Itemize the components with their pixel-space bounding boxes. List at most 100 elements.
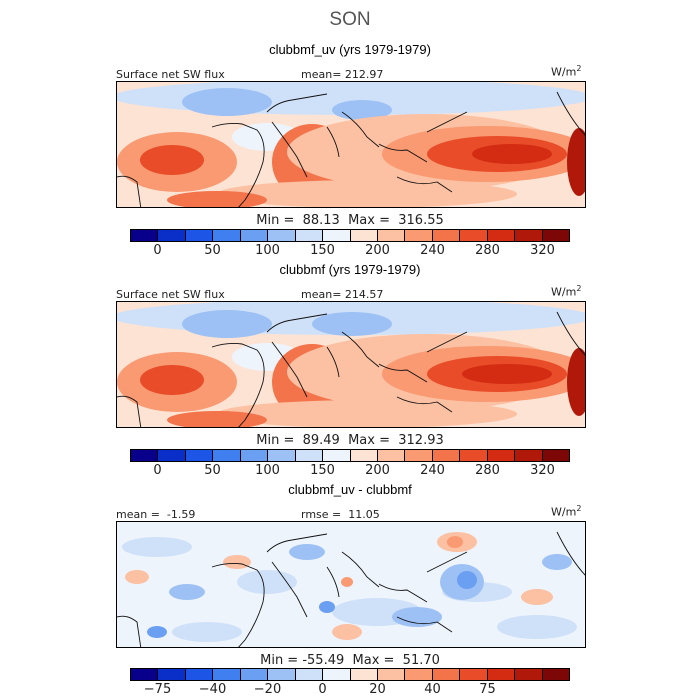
- colorbar-tick-label: 0: [153, 243, 162, 258]
- colorbar-swatch: [405, 230, 433, 241]
- panel-2-colorbar: [130, 449, 570, 462]
- colorbar-swatch: [131, 669, 159, 680]
- colorbar-swatch: [185, 450, 214, 461]
- colorbar-swatch: [350, 450, 378, 461]
- colorbar-swatch: [377, 669, 406, 680]
- season-title: SON: [329, 9, 371, 30]
- colorbar-swatch: [323, 230, 351, 241]
- colorbar-swatch: [268, 450, 296, 461]
- panel-3-map: [116, 521, 586, 648]
- panel-1-field: [117, 82, 585, 207]
- colorbar-tick-label: 200: [365, 243, 390, 258]
- panel-3-minmax: Min = -55.49 Max = 51.70: [260, 653, 440, 668]
- colorbar-tick-label: 20: [369, 682, 386, 697]
- colorbar-tick-label: 200: [365, 463, 390, 478]
- colorbar-swatch: [487, 669, 516, 680]
- panel-1-minmax: Min = 88.13 Max = 316.55: [256, 213, 444, 228]
- panel-2-map: [116, 301, 586, 428]
- panel-2-units: W/m2: [551, 284, 581, 299]
- colorbar-swatch: [350, 230, 378, 241]
- panel-3-title: clubbmf_uv - clubbmf: [288, 482, 412, 497]
- colorbar-swatch: [460, 669, 488, 680]
- colorbar-swatch: [185, 230, 214, 241]
- colorbar-swatch: [240, 450, 269, 461]
- colorbar-swatch: [515, 450, 543, 461]
- colorbar-tick-label: 40: [424, 682, 441, 697]
- colorbar-swatch: [158, 669, 186, 680]
- colorbar-tick-label: 280: [475, 243, 500, 258]
- colorbar-swatch: [515, 230, 543, 241]
- panel-2-colorbar-ticks: 0 50 100 150 200 240 280 320: [0, 463, 700, 479]
- panel-1-units-base: W/m: [551, 65, 577, 79]
- panel-1-colorbar: [130, 229, 570, 242]
- panel-2-mean-label: mean= 214.57: [301, 288, 384, 301]
- colorbar-swatch: [377, 230, 406, 241]
- colorbar-swatch: [405, 669, 433, 680]
- colorbar-tick-label: 100: [255, 463, 280, 478]
- panel-1-units: W/m2: [551, 64, 581, 79]
- colorbar-tick-label: 150: [310, 463, 335, 478]
- colorbar-swatch: [405, 450, 433, 461]
- panel-3-units-exp: 2: [576, 504, 582, 513]
- panel-1-title: clubbmf_uv (yrs 1979-1979): [269, 42, 431, 57]
- panel-3-rmse-label: rmse = 11.05: [301, 508, 380, 521]
- panel-3-units: W/m2: [551, 504, 581, 519]
- panel-3-colorbar-ticks: −75 −40 −20 0 20 40 75: [0, 682, 700, 698]
- colorbar-swatch: [323, 450, 351, 461]
- panel-3-units-base: W/m: [551, 505, 577, 519]
- colorbar-swatch: [213, 669, 241, 680]
- colorbar-swatch: [323, 669, 351, 680]
- panel-1-mean-label: mean= 212.97: [301, 68, 384, 81]
- colorbar-tick-label: 240: [420, 463, 445, 478]
- colorbar-swatch: [460, 450, 488, 461]
- colorbar-swatch: [295, 230, 324, 241]
- panel-2-variable-label: Surface net SW flux: [116, 288, 225, 301]
- colorbar-swatch: [487, 230, 516, 241]
- panel-1-units-exp: 2: [576, 64, 582, 73]
- panel-1-map: [116, 81, 586, 208]
- colorbar-swatch: [542, 230, 569, 241]
- colorbar-swatch: [295, 669, 324, 680]
- panel-3-colorbar: [130, 668, 570, 681]
- panel-2-minmax: Min = 89.49 Max = 312.93: [256, 433, 444, 448]
- colorbar-tick-label: 280: [475, 463, 500, 478]
- colorbar-swatch: [487, 450, 516, 461]
- colorbar-swatch: [213, 450, 241, 461]
- colorbar-swatch: [268, 669, 296, 680]
- colorbar-tick-label: 150: [310, 243, 335, 258]
- colorbar-swatch: [460, 230, 488, 241]
- colorbar-swatch: [185, 669, 214, 680]
- colorbar-swatch: [158, 450, 186, 461]
- colorbar-swatch: [295, 450, 324, 461]
- colorbar-swatch: [158, 230, 186, 241]
- colorbar-tick-label: 240: [420, 243, 445, 258]
- panel-2-title: clubbmf (yrs 1979-1979): [279, 262, 421, 277]
- colorbar-swatch: [268, 230, 296, 241]
- colorbar-tick-label: −20: [253, 682, 282, 697]
- panel-2-units-base: W/m: [551, 285, 577, 299]
- panel-2-field: [117, 302, 585, 427]
- colorbar-tick-label: 50: [204, 463, 221, 478]
- colorbar-swatch: [542, 669, 569, 680]
- colorbar-tick-label: 0: [153, 463, 162, 478]
- panel-3-field: [117, 522, 585, 647]
- colorbar-tick-label: 50: [204, 243, 221, 258]
- panel-2-units-exp: 2: [576, 284, 582, 293]
- colorbar-tick-label: 0: [318, 682, 327, 697]
- colorbar-tick-label: 100: [255, 243, 280, 258]
- colorbar-swatch: [542, 450, 569, 461]
- colorbar-swatch: [432, 669, 461, 680]
- colorbar-tick-label: −40: [198, 682, 227, 697]
- colorbar-swatch: [131, 450, 159, 461]
- colorbar-swatch: [213, 230, 241, 241]
- colorbar-swatch: [432, 450, 461, 461]
- colorbar-swatch: [515, 669, 543, 680]
- colorbar-swatch: [240, 669, 269, 680]
- colorbar-tick-label: 320: [530, 463, 555, 478]
- colorbar-swatch: [377, 450, 406, 461]
- panel-1-variable-label: Surface net SW flux: [116, 68, 225, 81]
- panel-1-colorbar-ticks: 0 50 100 150 200 240 280 320: [0, 243, 700, 259]
- colorbar-swatch: [350, 669, 378, 680]
- colorbar-swatch: [131, 230, 159, 241]
- panel-3-mean-label: mean = -1.59: [116, 508, 196, 521]
